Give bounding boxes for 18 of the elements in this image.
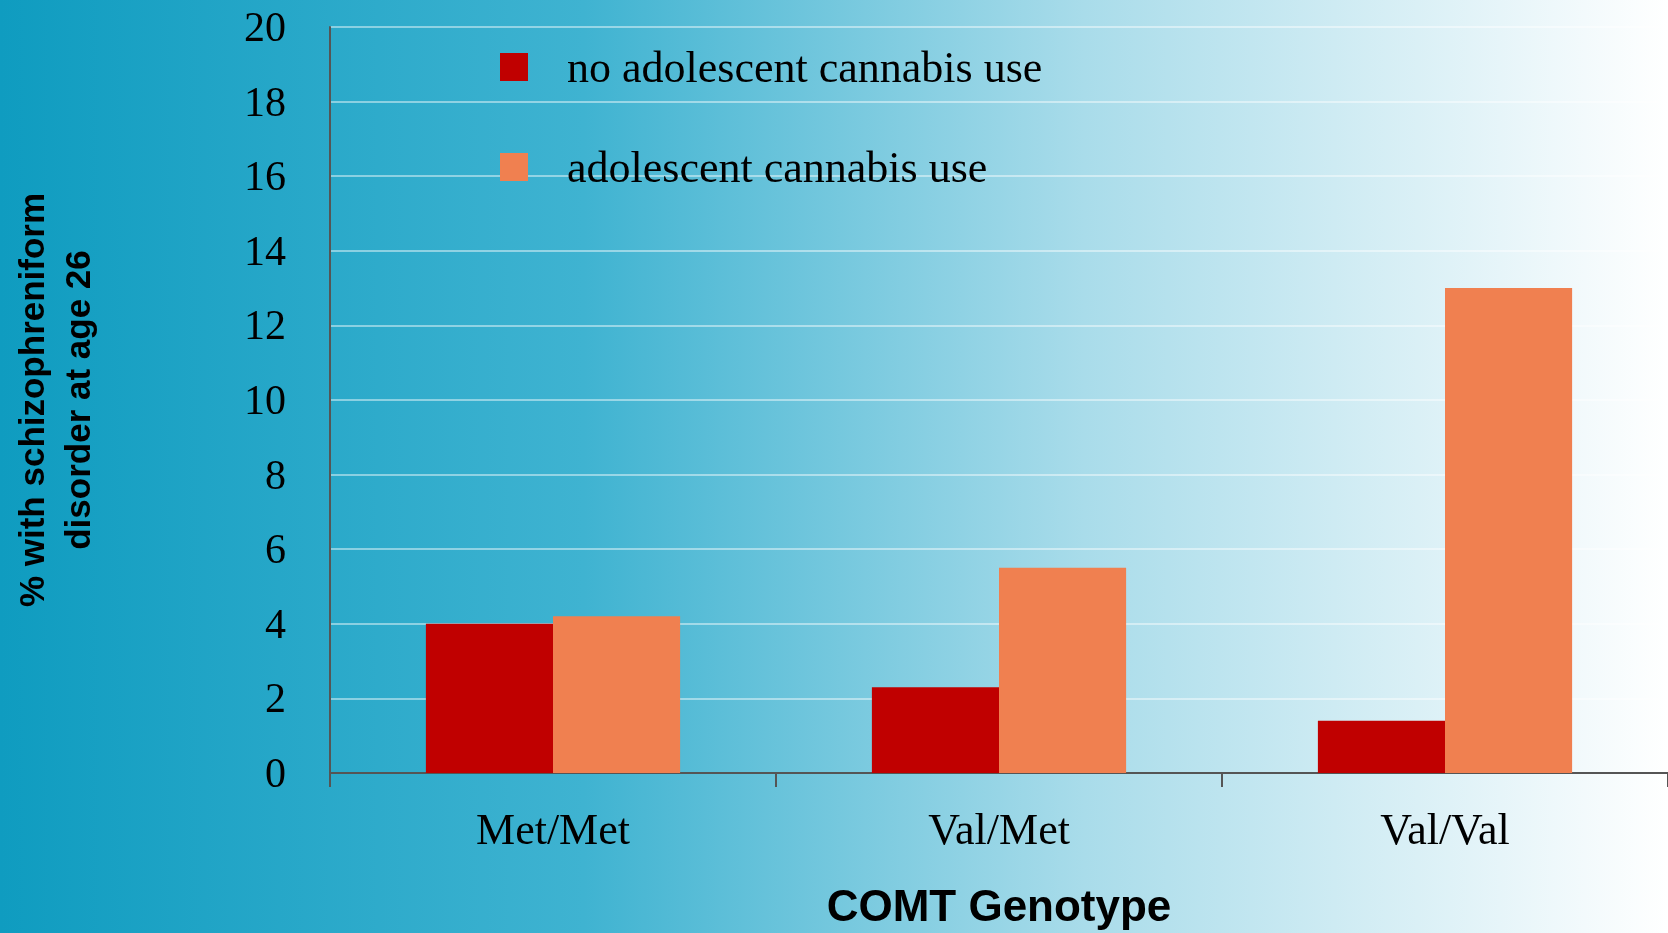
y-tick-label: 16 [244, 153, 286, 200]
x-axis-title: COMT Genotype [826, 880, 1172, 930]
y-tick-label: 18 [244, 78, 286, 125]
legend-label: no adolescent cannabis use [567, 42, 1043, 92]
y-tick-label: 0 [265, 750, 286, 796]
y-tick-label: 10 [244, 377, 286, 423]
y-tick-label: 8 [265, 451, 286, 498]
y-tick-label: 14 [244, 227, 286, 274]
y-tick-label: 20 [244, 4, 286, 50]
legend-label: adolescent cannabis use [567, 142, 988, 192]
x-tick-label: Val/Val [1380, 804, 1510, 854]
y-tick-label: 4 [265, 600, 286, 647]
y-axis-title: % with schizophreniform disorder at age 26 [11, 192, 97, 608]
x-tick-label: Val/Met [928, 804, 1070, 854]
y-tick-label: 12 [244, 302, 286, 349]
x-tick-label: Met/Met [476, 804, 630, 854]
y-tick-label: 6 [265, 526, 286, 573]
y-tick-label: 2 [265, 675, 286, 722]
